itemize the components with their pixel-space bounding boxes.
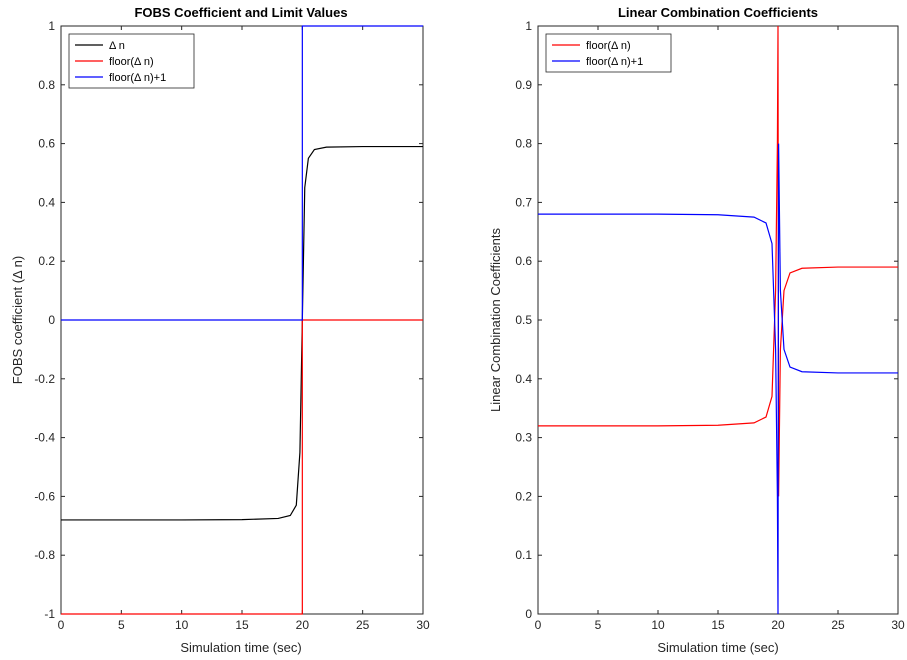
x-tick-label: 10 — [651, 618, 665, 632]
legend-label: floor(Δ n) — [109, 56, 154, 68]
legend-label: Δ n — [109, 40, 125, 52]
y-axis: -1 -0.8 -0.6 -0.4 -0.2 0 0.2 0.4 0.6 0.8 1 — [34, 19, 423, 621]
y-tick-label: 0 — [48, 313, 55, 327]
x-tick-label: 15 — [711, 618, 725, 632]
y-tick-label: 0.5 — [515, 313, 532, 327]
y-tick-label: 0 — [525, 607, 532, 621]
x-tick-label: 5 — [118, 618, 125, 632]
legend: floor(Δ n) floor(Δ n)+1 — [545, 33, 672, 73]
y-axis-label: FOBS coefficient (Δ n) — [10, 256, 25, 384]
series-line-0 — [61, 145, 423, 521]
y-axis-label: Linear Combination Coefficients — [488, 227, 503, 412]
x-tick-label: 10 — [175, 618, 189, 632]
y-tick-label: 0.1 — [515, 548, 532, 562]
x-tick-label: 30 — [416, 618, 430, 632]
legend-label: floor(Δ n)+1 — [109, 72, 166, 84]
series-line-1 — [61, 319, 423, 615]
x-axis-label: Simulation time (sec) — [657, 640, 778, 655]
legend-label: floor(Δ n) — [586, 40, 631, 52]
y-tick-label: -0.4 — [34, 431, 55, 445]
y-tick-label: 0.4 — [515, 372, 532, 386]
x-tick-label: 0 — [58, 618, 65, 632]
x-tick-label: 0 — [535, 618, 542, 632]
x-tick-label: 25 — [356, 618, 370, 632]
plot-area — [537, 25, 899, 615]
x-tick-label: 15 — [235, 618, 249, 632]
y-tick-label: 0.7 — [515, 195, 532, 209]
y-tick-label: 0.2 — [515, 489, 532, 503]
legend-box — [545, 33, 672, 73]
series-line-1 — [538, 143, 898, 615]
series-line-2 — [61, 25, 423, 321]
series-group — [538, 25, 898, 615]
y-tick-label: 0.8 — [515, 137, 532, 151]
y-tick-label: -1 — [44, 607, 55, 621]
series-line-0 — [538, 25, 898, 497]
chart-title: FOBS Coefficient and Limit Values — [134, 5, 347, 20]
y-tick-label: 0.8 — [38, 78, 55, 92]
linear-combination-chart: Linear Combination Coefficients Simulati… — [488, 5, 905, 655]
fobs-coefficient-chart: FOBS Coefficient and Limit Values Simula… — [10, 5, 430, 655]
y-tick-label: -0.8 — [34, 548, 55, 562]
y-tick-label: 0.3 — [515, 431, 532, 445]
x-axis-label: Simulation time (sec) — [180, 640, 301, 655]
legend: Δ n floor(Δ n) floor(Δ n)+1 — [68, 33, 195, 89]
x-tick-label: 20 — [296, 618, 310, 632]
y-tick-label: 1 — [48, 19, 55, 33]
y-axis: 0 0.1 0.2 0.3 0.4 0.5 0.6 0.7 0.8 0.9 1 — [515, 19, 898, 621]
y-tick-label: 0.6 — [515, 254, 532, 268]
legend-label: floor(Δ n)+1 — [586, 56, 643, 68]
x-tick-label: 25 — [831, 618, 845, 632]
y-tick-label: 0.6 — [38, 137, 55, 151]
y-tick-label: -0.6 — [34, 489, 55, 503]
x-tick-label: 5 — [595, 618, 602, 632]
x-tick-label: 20 — [771, 618, 785, 632]
y-tick-label: 1 — [525, 19, 532, 33]
y-tick-label: -0.2 — [34, 372, 55, 386]
x-axis: 0 5 10 15 20 25 30 — [58, 26, 430, 632]
chart-title: Linear Combination Coefficients — [618, 5, 818, 20]
series-group — [61, 25, 423, 615]
y-tick-label: 0.2 — [38, 254, 55, 268]
x-axis: 0 5 10 15 20 25 30 — [535, 26, 905, 632]
y-tick-label: 0.4 — [38, 195, 55, 209]
y-tick-label: 0.9 — [515, 78, 532, 92]
x-tick-label: 30 — [891, 618, 905, 632]
